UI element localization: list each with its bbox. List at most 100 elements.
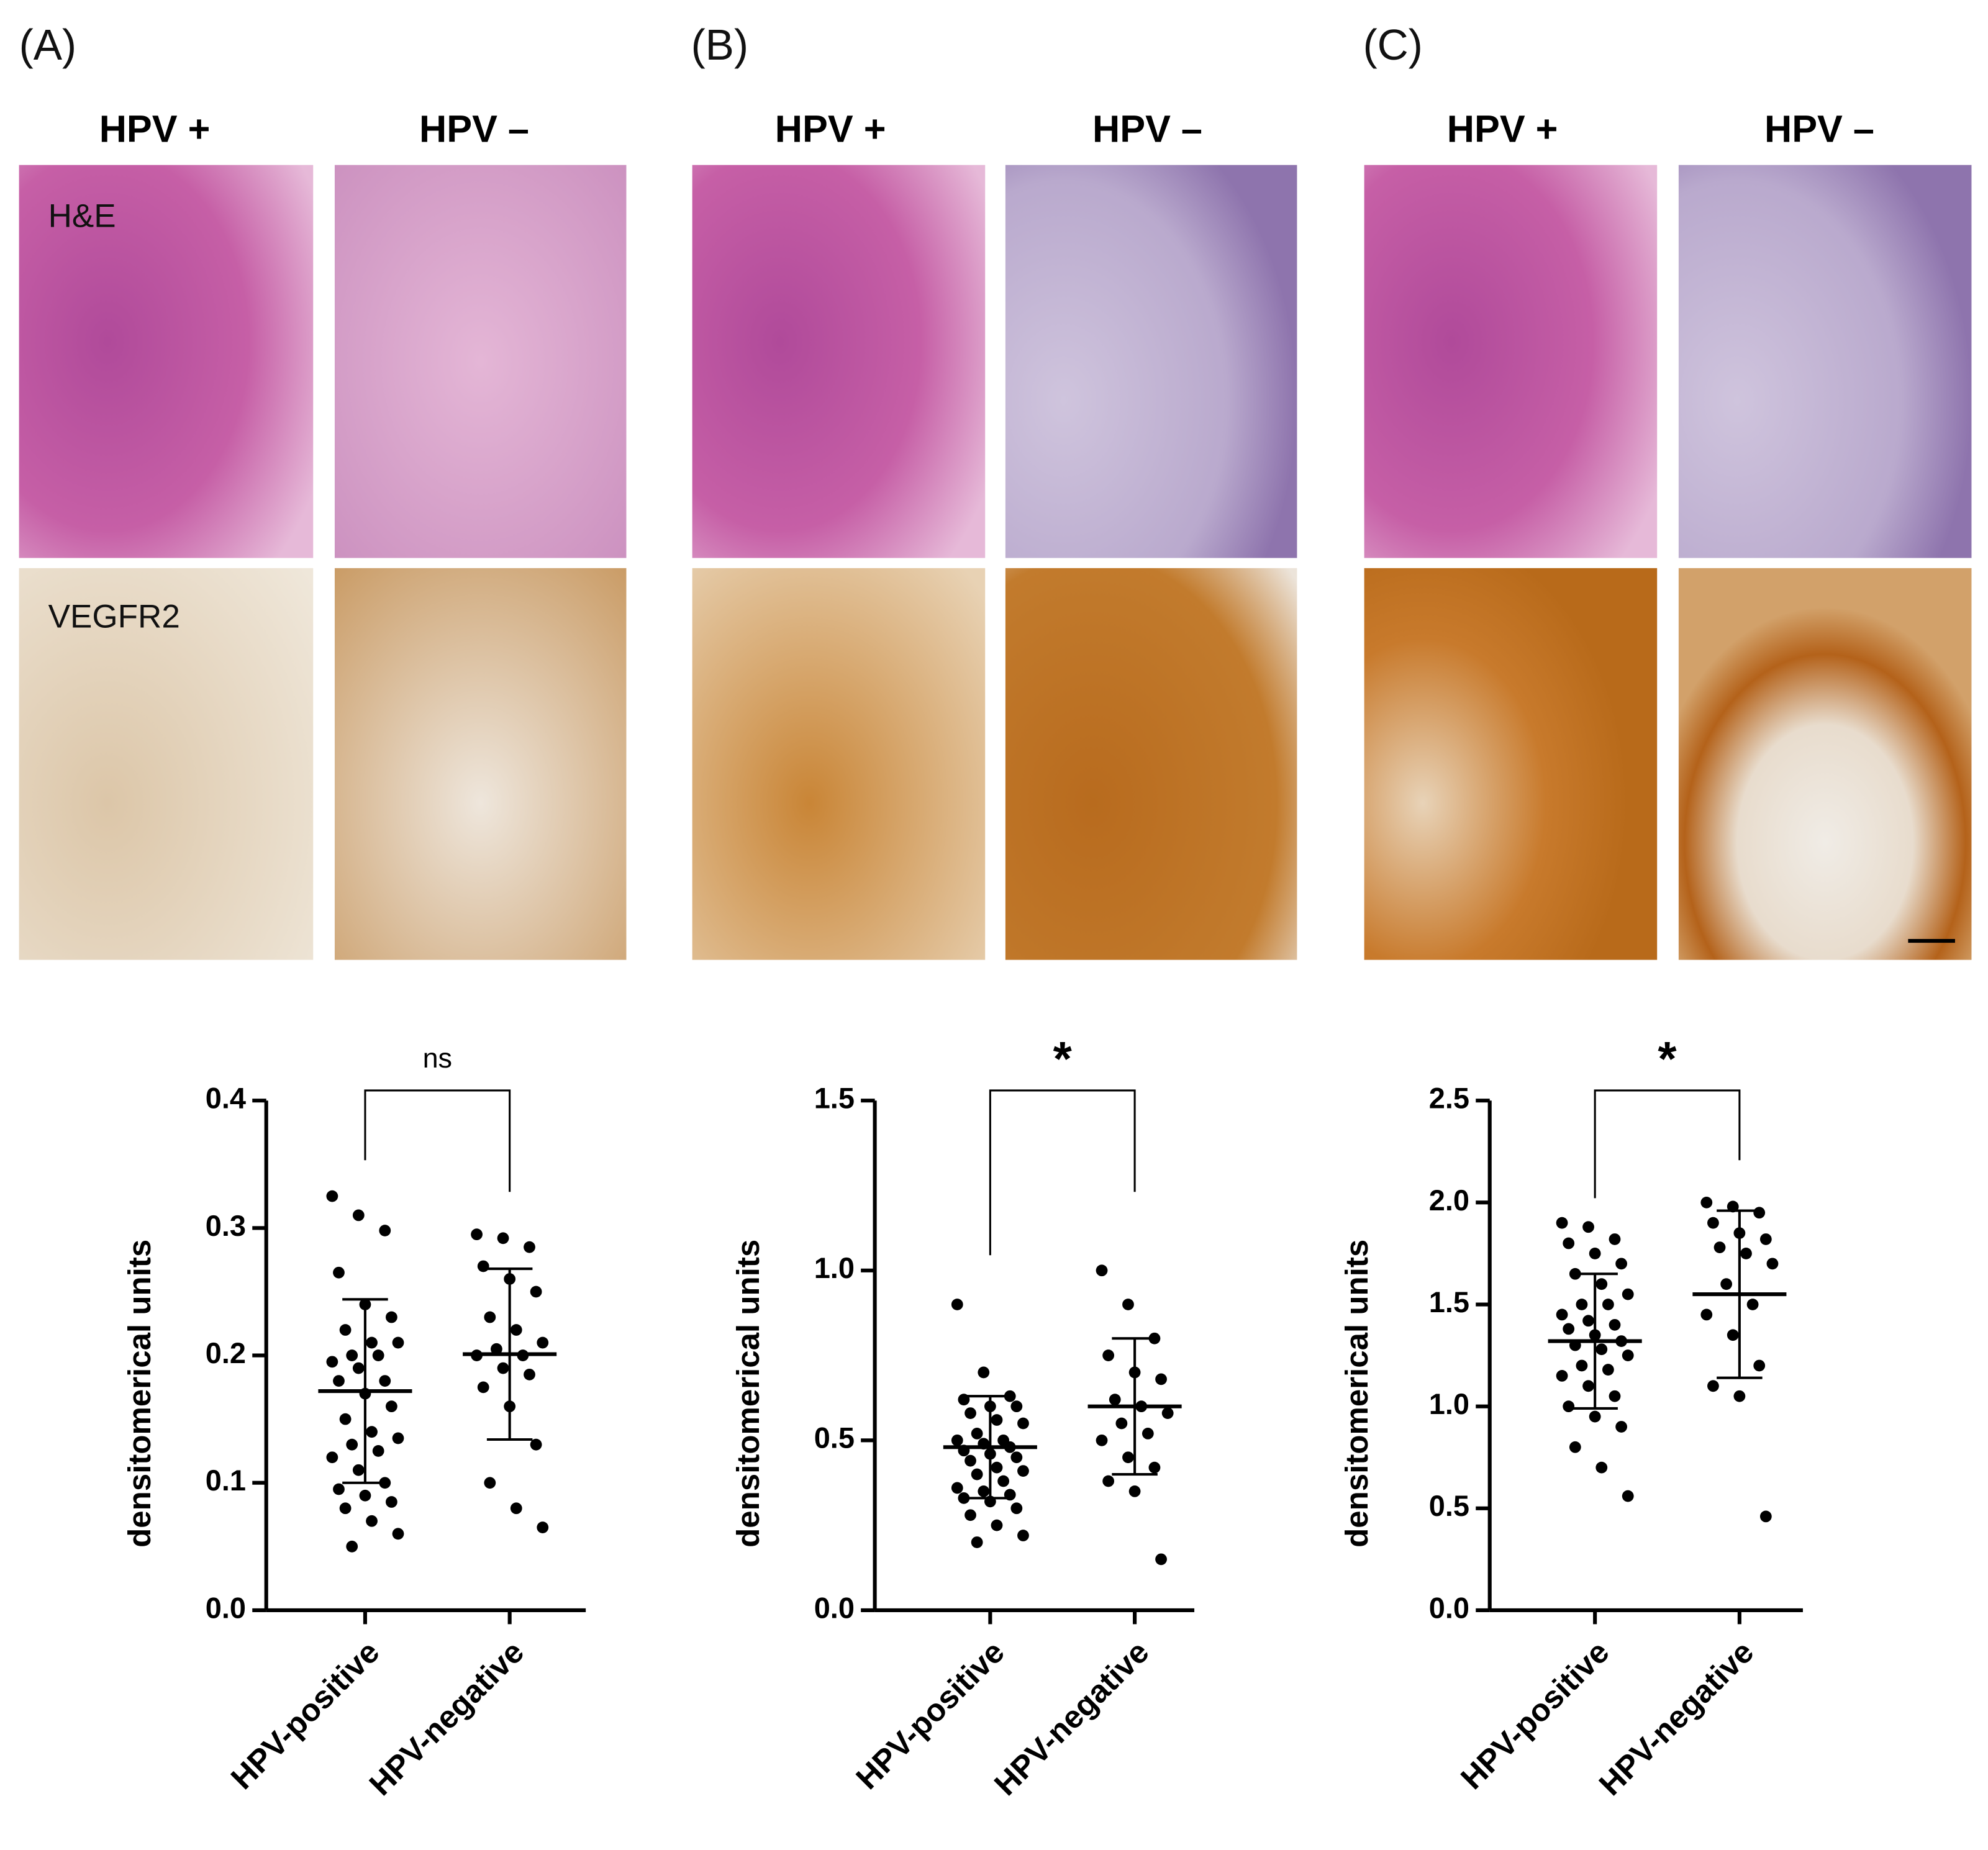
micrograph (334, 568, 627, 960)
stain-label: H&E (48, 197, 116, 234)
data-point (1589, 1410, 1601, 1423)
data-point (1595, 1278, 1608, 1290)
data-point (471, 1228, 483, 1241)
column-header: HPV + (99, 108, 211, 150)
significance-label: ns (423, 1042, 452, 1074)
data-point (1589, 1248, 1601, 1259)
data-point (1609, 1233, 1621, 1245)
data-point (333, 1266, 345, 1279)
data-point (1155, 1553, 1167, 1566)
data-point (1700, 1308, 1713, 1321)
x-tick-label: HPV-positive (849, 1634, 1011, 1796)
panel-label: (B) (691, 20, 749, 69)
column-header: HPV + (775, 108, 886, 150)
data-point (1602, 1299, 1614, 1310)
data-point (339, 1413, 352, 1425)
data-point (1010, 1400, 1023, 1413)
data-point (1759, 1510, 1772, 1523)
data-point (484, 1311, 496, 1323)
x-tick-label: HPV-negative (362, 1634, 530, 1802)
data-point (1707, 1217, 1719, 1229)
x-tick-label: HPV-positive (224, 1634, 386, 1796)
y-tick-label: 0.0 (206, 1591, 246, 1624)
y-tick-label: 0.0 (1429, 1591, 1469, 1624)
column-header: HPV – (419, 108, 529, 150)
data-point (997, 1475, 1009, 1487)
data-point (1096, 1434, 1108, 1446)
y-axis-label: densitomerical units (1339, 1240, 1374, 1548)
data-point (971, 1428, 983, 1440)
data-point (1563, 1323, 1575, 1335)
data-point (1727, 1329, 1739, 1341)
data-point (326, 1190, 338, 1202)
y-tick-label: 0.3 (206, 1209, 246, 1242)
data-point (366, 1336, 378, 1349)
data-point (1161, 1407, 1174, 1419)
data-point (392, 1432, 404, 1444)
data-point (1720, 1278, 1733, 1290)
data-point (971, 1536, 983, 1548)
micrograph (1005, 165, 1297, 558)
data-point (537, 1521, 549, 1533)
data-point (386, 1400, 397, 1413)
data-point (951, 1299, 963, 1310)
data-point (339, 1324, 352, 1336)
data-point (1576, 1299, 1588, 1310)
significance-label: * (1658, 1032, 1677, 1086)
data-point (964, 1407, 976, 1419)
significance-label: * (1053, 1032, 1073, 1086)
data-point (1746, 1299, 1759, 1310)
data-point (1622, 1288, 1634, 1300)
data-point (352, 1464, 365, 1476)
data-point (1609, 1318, 1621, 1331)
column-header: HPV + (1447, 108, 1558, 150)
panel-label: (A) (19, 20, 77, 69)
data-point (326, 1451, 338, 1464)
data-point (1096, 1264, 1108, 1277)
data-point (1707, 1380, 1719, 1392)
data-point (951, 1434, 963, 1446)
micrograph (19, 568, 314, 960)
data-point (372, 1349, 384, 1361)
data-point (477, 1381, 489, 1394)
data-point (1615, 1421, 1628, 1433)
data-point (1563, 1400, 1575, 1413)
data-point (1609, 1390, 1621, 1402)
data-point (386, 1496, 397, 1508)
data-point (1733, 1390, 1746, 1402)
micrograph (19, 165, 314, 558)
data-point (333, 1375, 345, 1387)
y-axis-label: densitomerical units (730, 1240, 766, 1548)
data-point (530, 1438, 542, 1451)
data-point (1582, 1221, 1594, 1233)
data-point (379, 1375, 391, 1387)
data-point (352, 1362, 365, 1374)
micrograph (1678, 568, 1972, 960)
data-point (1595, 1343, 1608, 1356)
data-point (524, 1241, 535, 1253)
y-axis-label: densitomerical units (122, 1240, 157, 1548)
data-point (1556, 1370, 1568, 1382)
y-tick-label: 0.4 (206, 1082, 246, 1115)
data-point (1010, 1502, 1023, 1515)
significance-bracket (989, 1089, 1136, 1256)
y-tick-label: 0.2 (206, 1336, 246, 1369)
data-point (991, 1414, 1003, 1426)
data-point (497, 1362, 509, 1374)
data-point (1017, 1530, 1029, 1541)
panel-label: (C) (1363, 20, 1423, 69)
y-tick-label: 2.0 (1429, 1184, 1469, 1217)
data-point (537, 1336, 549, 1349)
data-point (339, 1502, 352, 1515)
data-point (1017, 1417, 1029, 1430)
data-point (1602, 1364, 1614, 1376)
y-tick-label: 2.5 (1429, 1082, 1469, 1115)
data-point (1142, 1428, 1154, 1440)
micrograph (692, 165, 986, 558)
data-point (510, 1324, 522, 1336)
data-point (366, 1515, 378, 1527)
data-point (1582, 1315, 1594, 1327)
data-point (1102, 1349, 1115, 1361)
data-point (1759, 1233, 1772, 1245)
data-point (346, 1438, 358, 1451)
